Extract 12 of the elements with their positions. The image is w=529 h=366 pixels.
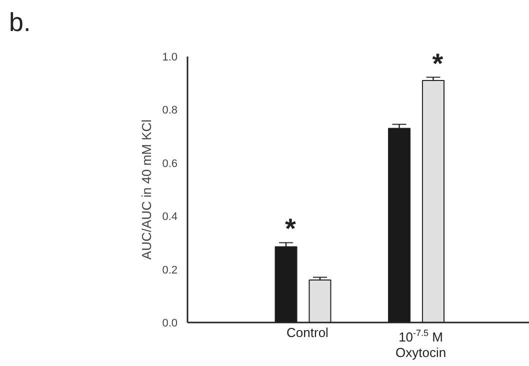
x-tick-label: 10$^{-7.5}$ M Oxytocin	[396, 327, 446, 362]
y-tick-label: 0.4	[162, 211, 178, 224]
y-tick-label: 0.2	[162, 264, 178, 276]
annotation: *	[432, 48, 444, 79]
y-tick-label: 0.6	[162, 158, 178, 170]
x-tick-label: Control	[286, 325, 328, 341]
text: b.	[9, 7, 31, 37]
y-axis-title: AUC/AUC in 40 mM KCl	[139, 119, 154, 260]
annotation: *	[285, 213, 296, 244]
y-tick-label: 0.0	[162, 318, 178, 330]
y-tick-label: 0.8	[162, 104, 178, 117]
y-tick-label: 1.0	[162, 52, 178, 64]
